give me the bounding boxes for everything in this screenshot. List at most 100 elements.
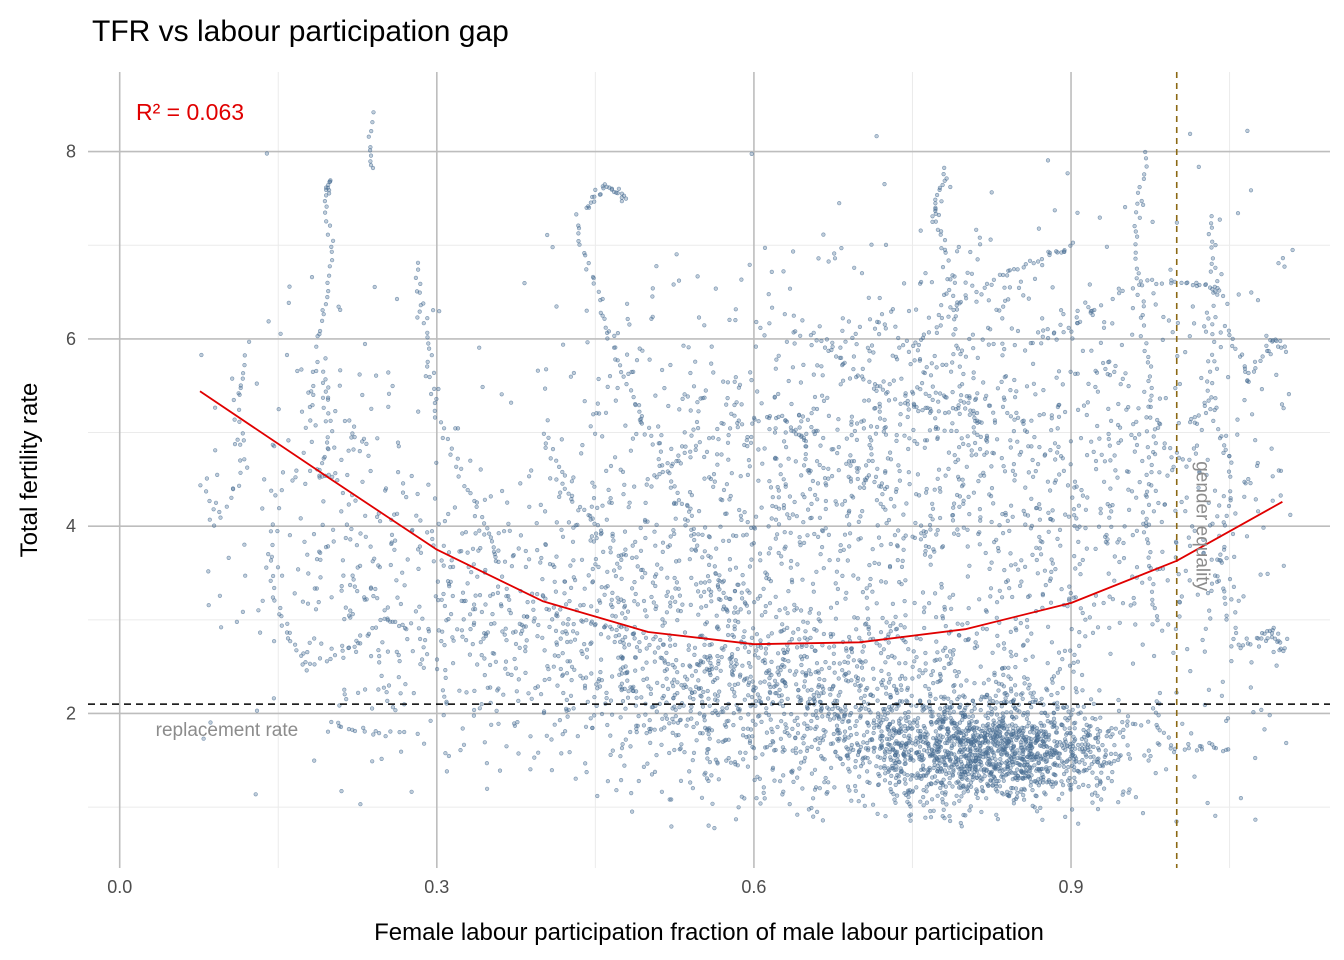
data-point (571, 370, 577, 376)
data-point (965, 777, 970, 782)
data-point (548, 476, 553, 481)
data-point (992, 418, 998, 423)
data-point (788, 530, 793, 535)
data-point (767, 682, 772, 687)
data-point (993, 693, 998, 698)
data-point (749, 378, 754, 383)
data-point (1029, 704, 1034, 710)
data-point (1071, 721, 1076, 726)
data-point (790, 748, 795, 753)
data-point (729, 652, 735, 657)
data-point (637, 648, 642, 654)
data-point (1215, 514, 1220, 519)
data-point (1064, 732, 1069, 737)
data-point (867, 317, 873, 322)
data-point (1160, 337, 1165, 343)
data-point (840, 573, 845, 579)
data-point (735, 646, 740, 652)
data-point (769, 631, 774, 636)
data-point (362, 341, 368, 347)
data-point (750, 744, 755, 750)
data-point (1044, 744, 1050, 749)
data-point (941, 292, 947, 298)
data-point (1023, 485, 1028, 490)
data-point (1047, 488, 1053, 493)
data-point (1038, 755, 1043, 760)
data-point (866, 723, 871, 728)
data-point (779, 554, 784, 559)
data-point (405, 557, 410, 562)
data-point (483, 602, 488, 607)
data-point (473, 531, 478, 536)
data-point (678, 717, 683, 722)
data-point (996, 643, 1001, 648)
data-point (929, 748, 935, 753)
data-point (415, 731, 420, 737)
data-point (869, 242, 874, 247)
data-point (350, 611, 355, 617)
data-point (965, 620, 970, 626)
data-point (949, 719, 954, 725)
data-point (847, 725, 853, 731)
data-point (1103, 539, 1108, 545)
data-point (536, 750, 541, 755)
data-point (1025, 624, 1030, 629)
data-point (978, 707, 983, 713)
data-point (390, 383, 395, 389)
data-point (1067, 584, 1072, 589)
data-point (562, 473, 568, 478)
data-point (450, 635, 455, 640)
data-point (1078, 606, 1083, 611)
data-point (1227, 576, 1233, 582)
data-point (1001, 672, 1006, 678)
data-point (974, 769, 980, 774)
data-point (344, 696, 349, 702)
data-point (517, 645, 522, 651)
data-point (757, 551, 763, 556)
data-point (932, 774, 938, 779)
data-point (460, 531, 465, 536)
data-point (1102, 320, 1107, 325)
data-point (834, 723, 840, 728)
data-point (1026, 747, 1031, 752)
data-point (923, 683, 928, 689)
data-point (864, 595, 869, 600)
data-point (418, 550, 424, 555)
data-point (862, 477, 868, 482)
data-point (963, 732, 969, 737)
data-point (488, 662, 493, 668)
data-point (942, 694, 947, 699)
data-point (945, 749, 950, 754)
data-point (932, 658, 937, 663)
data-point (682, 430, 687, 435)
data-point (609, 597, 614, 602)
data-point (944, 771, 949, 777)
data-point (721, 487, 727, 493)
data-point (826, 466, 831, 471)
data-point (512, 723, 518, 728)
data-point (991, 501, 996, 506)
data-point (800, 786, 805, 791)
data-point (812, 492, 818, 498)
data-point (945, 732, 950, 737)
data-point (685, 394, 690, 399)
data-point (993, 738, 998, 744)
data-point (906, 308, 912, 314)
data-point (757, 699, 762, 704)
data-point (957, 504, 962, 509)
data-point (999, 752, 1004, 757)
data-point (449, 611, 454, 617)
data-point (1100, 762, 1105, 768)
data-point (1015, 439, 1020, 444)
data-point (545, 418, 550, 423)
data-point (1116, 286, 1121, 291)
data-point (938, 737, 943, 743)
data-point (1249, 290, 1254, 295)
data-point (786, 378, 791, 384)
data-point (861, 733, 867, 738)
data-point (572, 577, 578, 583)
data-point (888, 541, 893, 547)
data-point (1049, 569, 1054, 575)
data-point (706, 823, 711, 828)
data-point (1025, 759, 1030, 765)
